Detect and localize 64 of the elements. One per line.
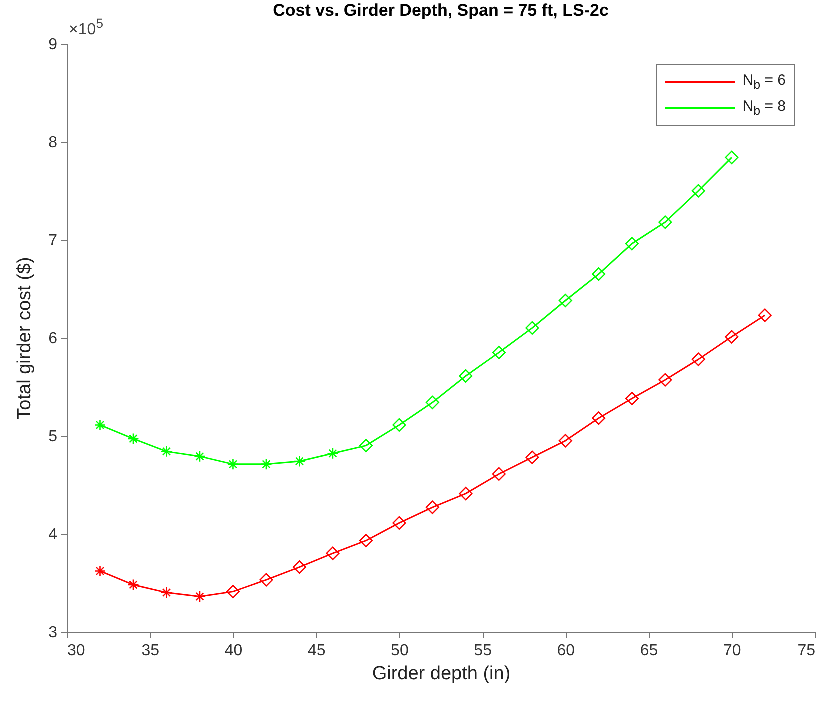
- x-tick-label: 70: [723, 642, 742, 660]
- point: [758, 308, 772, 322]
- x-tick-label: 55: [474, 642, 492, 660]
- point: [194, 590, 206, 603]
- point: [260, 573, 274, 587]
- point: [625, 237, 639, 251]
- x-tick-label: 30: [68, 642, 86, 660]
- point: [160, 586, 173, 599]
- point: [558, 434, 572, 448]
- x-axis-title: Girder depth (in): [372, 664, 511, 684]
- point: [725, 150, 739, 164]
- x-tick-label: 65: [640, 642, 658, 660]
- point: [492, 467, 506, 481]
- y-axis-title: Total girder cost ($): [14, 257, 36, 420]
- point: [326, 546, 340, 560]
- text: ×10$^{5}$: [69, 16, 104, 40]
- point: [359, 439, 373, 453]
- y-tick-label: 9: [48, 36, 58, 54]
- point: [94, 419, 106, 432]
- y-tick-label: 8: [48, 134, 58, 152]
- point: [128, 579, 140, 591]
- point: [526, 450, 540, 464]
- point: [459, 487, 473, 501]
- y-tick-label: 4: [48, 526, 58, 544]
- y-tick-label: 3: [48, 624, 58, 642]
- point: [327, 448, 339, 460]
- point: [260, 458, 272, 470]
- legend-label: N$_{b}$ = 6: [742, 72, 786, 92]
- point: [194, 450, 206, 462]
- point: [94, 565, 106, 578]
- x-tick-label: 45: [308, 642, 326, 660]
- point: [692, 184, 706, 198]
- point: [526, 321, 540, 335]
- point: [658, 373, 672, 387]
- point: [592, 268, 606, 282]
- y-tick-label: 6: [48, 330, 58, 348]
- x-tick-label: 75: [798, 642, 816, 660]
- point: [392, 516, 406, 530]
- x-tick-label: 60: [557, 642, 576, 660]
- point: [725, 330, 739, 344]
- point: [226, 585, 240, 599]
- x-tick-label: 35: [142, 642, 160, 660]
- point: [592, 412, 606, 426]
- point: [459, 369, 473, 383]
- point: [294, 456, 306, 468]
- point: [492, 346, 506, 360]
- y-tick-label: 5: [48, 428, 58, 446]
- point: [426, 500, 440, 514]
- point: [392, 418, 406, 432]
- point: [292, 560, 306, 574]
- point: [625, 392, 639, 406]
- point: [359, 534, 373, 548]
- point: [128, 433, 140, 445]
- point: [426, 396, 440, 410]
- chart-title: Cost vs. Girder Depth, Span = 75 ft, LS-2c: [273, 1, 609, 20]
- y-tick-label: 7: [48, 232, 58, 250]
- x-tick-label: 50: [391, 642, 409, 660]
- x-tick-label: 40: [224, 642, 243, 660]
- point: [160, 446, 173, 458]
- legend-label: N$_{b}$ = 8: [742, 98, 786, 118]
- point: [558, 294, 572, 308]
- point: [227, 458, 240, 470]
- point: [692, 352, 706, 366]
- point: [658, 216, 672, 230]
